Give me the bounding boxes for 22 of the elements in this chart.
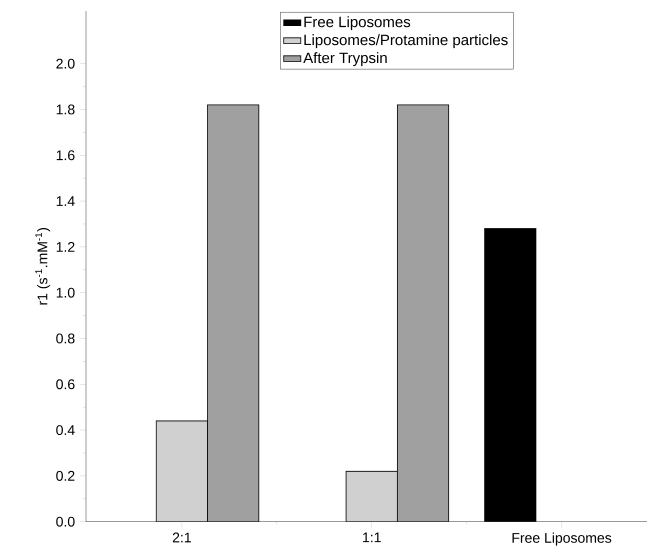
legend-label: Liposomes/Protamine particles [304, 34, 508, 48]
y-tick-label: 0.4 [56, 425, 75, 436]
y-tick-label: 2.0 [56, 58, 75, 69]
y-tick-label: 1.8 [56, 104, 75, 114]
y-tick-label: 1.2 [56, 242, 74, 252]
bar [346, 470, 398, 522]
legend-label: Free Liposomes [304, 16, 410, 30]
x-tick-label: 2:1 [172, 532, 191, 542]
y-tick-label: 1.4 [56, 196, 75, 206]
y-tick-label: 0.8 [56, 334, 75, 344]
y-tick-label: 1.6 [56, 150, 75, 160]
bar [207, 104, 260, 522]
x-tick-label: 1:1 [363, 532, 381, 542]
y-tick-label: 0.2 [56, 470, 74, 481]
bar [396, 104, 450, 522]
legend-label: After Trypsin [303, 52, 387, 66]
y-tick-label: 1.0 [56, 288, 75, 298]
y-tick-label: 0.6 [56, 379, 75, 390]
y-axis-title: r1 (s$^{-1}$.mM$^{-1}$) [35, 228, 50, 305]
x-tick-label: Free Liposomes [512, 532, 612, 546]
bar [156, 420, 208, 522]
y-tick-label: 0.0 [56, 516, 75, 527]
